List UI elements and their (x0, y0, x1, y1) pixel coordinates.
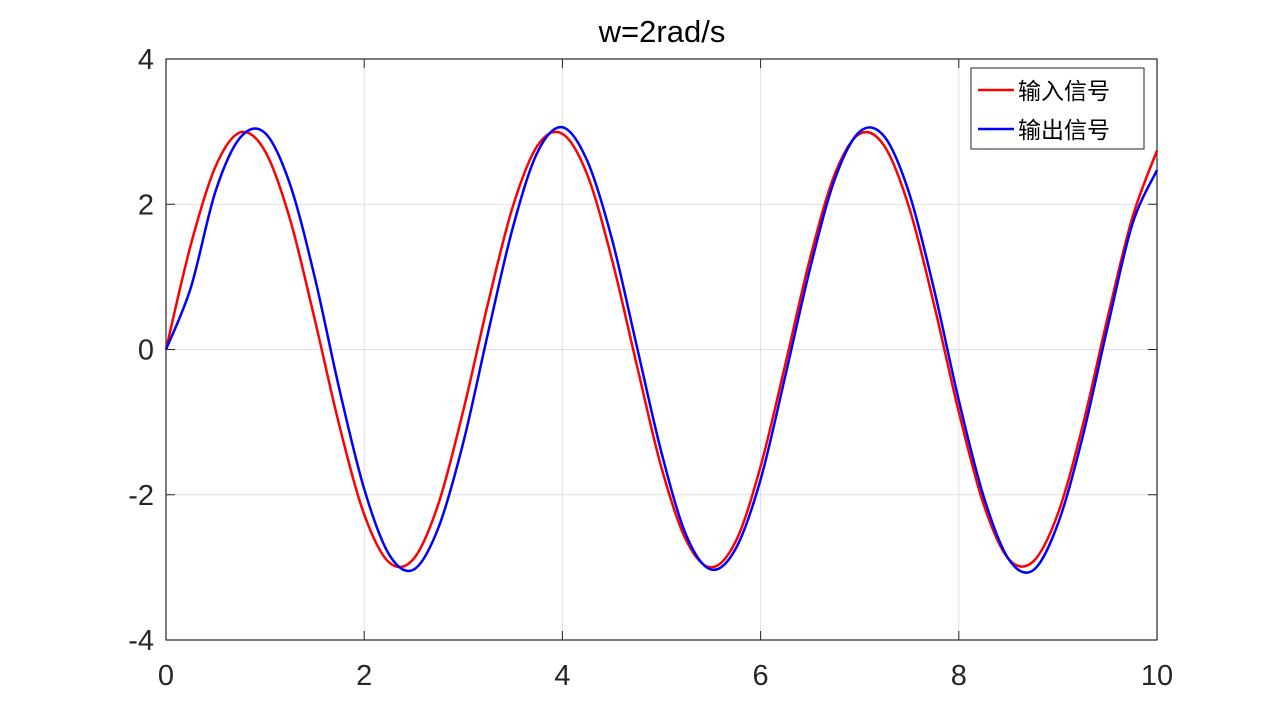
series-line-input (164, 130, 1159, 569)
x-tick-label: 4 (554, 660, 570, 692)
x-tick-label: 8 (951, 660, 967, 692)
chart-title: w=2rad/s (598, 14, 726, 49)
y-tick-label: -2 (128, 480, 154, 512)
legend: 输入信号 输出信号 (970, 67, 1145, 150)
y-tick-label: -4 (128, 625, 154, 657)
x-tick-label: 0 (158, 660, 174, 692)
legend-label-output: 输出信号 (1018, 118, 1110, 144)
legend-box (970, 67, 1145, 150)
x-tick-label: 6 (753, 660, 769, 692)
x-tick-label: 10 (1141, 660, 1173, 692)
y-tick-label: 2 (138, 189, 154, 221)
legend-label-input: 输入信号 (1018, 79, 1110, 105)
y-tick-label: 4 (138, 44, 154, 76)
series-line-output (164, 125, 1159, 574)
x-tick-label: 2 (356, 660, 372, 692)
y-tick-label: 0 (138, 335, 154, 367)
series-lines (164, 125, 1159, 574)
axis-ticks: 0 2 4 6 8 10 -4 -2 0 2 4 (128, 44, 1173, 692)
